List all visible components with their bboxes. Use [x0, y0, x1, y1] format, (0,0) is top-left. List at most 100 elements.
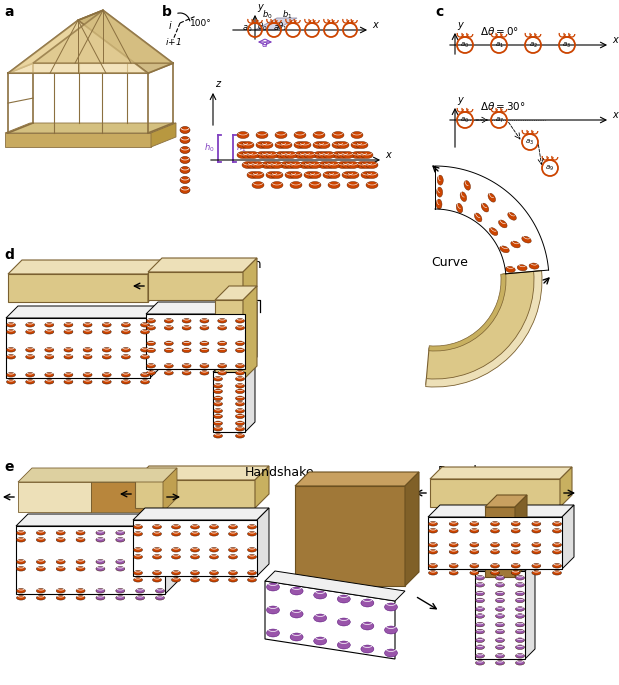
- Ellipse shape: [152, 547, 162, 552]
- Ellipse shape: [449, 521, 458, 526]
- Ellipse shape: [314, 614, 327, 622]
- Ellipse shape: [475, 630, 485, 634]
- Ellipse shape: [235, 348, 245, 353]
- Ellipse shape: [76, 595, 85, 600]
- Ellipse shape: [285, 151, 297, 158]
- Ellipse shape: [56, 595, 65, 600]
- Ellipse shape: [366, 162, 378, 169]
- Ellipse shape: [428, 529, 438, 533]
- Ellipse shape: [256, 132, 268, 138]
- Ellipse shape: [449, 571, 458, 575]
- Ellipse shape: [17, 560, 25, 564]
- Ellipse shape: [252, 182, 264, 188]
- Ellipse shape: [553, 571, 561, 575]
- Ellipse shape: [121, 373, 131, 377]
- Ellipse shape: [147, 341, 155, 345]
- Ellipse shape: [475, 638, 485, 643]
- Ellipse shape: [500, 246, 509, 253]
- Ellipse shape: [505, 266, 515, 273]
- Ellipse shape: [318, 151, 330, 158]
- Ellipse shape: [7, 355, 15, 359]
- Ellipse shape: [490, 529, 500, 533]
- Ellipse shape: [214, 377, 222, 381]
- Ellipse shape: [529, 263, 539, 269]
- Ellipse shape: [83, 347, 92, 352]
- Ellipse shape: [155, 566, 165, 571]
- Ellipse shape: [214, 384, 222, 388]
- Text: Curve: Curve: [431, 256, 469, 269]
- Ellipse shape: [384, 649, 397, 657]
- Ellipse shape: [116, 538, 125, 542]
- Ellipse shape: [200, 371, 209, 375]
- Ellipse shape: [299, 151, 311, 158]
- Ellipse shape: [83, 373, 92, 377]
- Ellipse shape: [182, 348, 191, 353]
- Ellipse shape: [25, 355, 35, 359]
- Ellipse shape: [490, 543, 500, 547]
- Ellipse shape: [290, 171, 302, 179]
- Text: $\theta_1$: $\theta_1$: [277, 20, 287, 32]
- Polygon shape: [5, 123, 176, 133]
- Ellipse shape: [516, 575, 524, 580]
- Polygon shape: [560, 467, 572, 507]
- Polygon shape: [133, 520, 257, 576]
- Ellipse shape: [481, 203, 489, 212]
- Polygon shape: [135, 480, 255, 508]
- Ellipse shape: [200, 319, 209, 323]
- Ellipse shape: [285, 171, 297, 179]
- Ellipse shape: [475, 582, 485, 587]
- Text: $a_0$: $a_0$: [461, 40, 470, 49]
- Ellipse shape: [191, 547, 199, 552]
- Text: $b_0$: $b_0$: [262, 8, 272, 21]
- Ellipse shape: [182, 371, 191, 375]
- Ellipse shape: [7, 379, 15, 384]
- Polygon shape: [8, 21, 148, 73]
- Polygon shape: [90, 482, 163, 512]
- Ellipse shape: [304, 151, 316, 158]
- Ellipse shape: [152, 555, 162, 559]
- Ellipse shape: [45, 329, 54, 334]
- Ellipse shape: [328, 162, 340, 169]
- Text: $x$: $x$: [372, 20, 380, 30]
- Ellipse shape: [136, 566, 145, 571]
- Ellipse shape: [164, 348, 173, 353]
- Ellipse shape: [267, 606, 280, 614]
- Ellipse shape: [356, 151, 368, 158]
- Ellipse shape: [553, 521, 561, 526]
- Ellipse shape: [17, 588, 25, 593]
- Ellipse shape: [218, 371, 227, 375]
- Polygon shape: [245, 302, 257, 369]
- Text: $i$: $i$: [168, 19, 173, 31]
- Ellipse shape: [313, 132, 325, 138]
- Ellipse shape: [248, 547, 256, 552]
- Ellipse shape: [235, 427, 245, 431]
- Ellipse shape: [155, 530, 165, 535]
- Ellipse shape: [488, 193, 496, 202]
- Ellipse shape: [464, 181, 470, 190]
- Ellipse shape: [116, 595, 125, 600]
- Ellipse shape: [361, 151, 373, 158]
- Ellipse shape: [237, 151, 249, 158]
- Ellipse shape: [267, 629, 280, 637]
- Ellipse shape: [337, 142, 349, 149]
- Ellipse shape: [200, 348, 209, 353]
- Ellipse shape: [76, 530, 85, 535]
- Ellipse shape: [45, 347, 54, 352]
- Polygon shape: [257, 508, 269, 576]
- Ellipse shape: [218, 341, 227, 345]
- Ellipse shape: [152, 571, 162, 575]
- Ellipse shape: [517, 264, 527, 271]
- Ellipse shape: [200, 364, 209, 368]
- Text: Turn: Turn: [235, 258, 261, 271]
- Ellipse shape: [309, 162, 321, 169]
- Polygon shape: [5, 133, 151, 147]
- Ellipse shape: [235, 384, 245, 388]
- Ellipse shape: [136, 595, 145, 600]
- Ellipse shape: [141, 355, 150, 359]
- Ellipse shape: [83, 379, 92, 384]
- Ellipse shape: [56, 560, 65, 564]
- Ellipse shape: [449, 543, 458, 547]
- Ellipse shape: [495, 660, 504, 665]
- Polygon shape: [6, 306, 162, 318]
- Ellipse shape: [428, 564, 438, 568]
